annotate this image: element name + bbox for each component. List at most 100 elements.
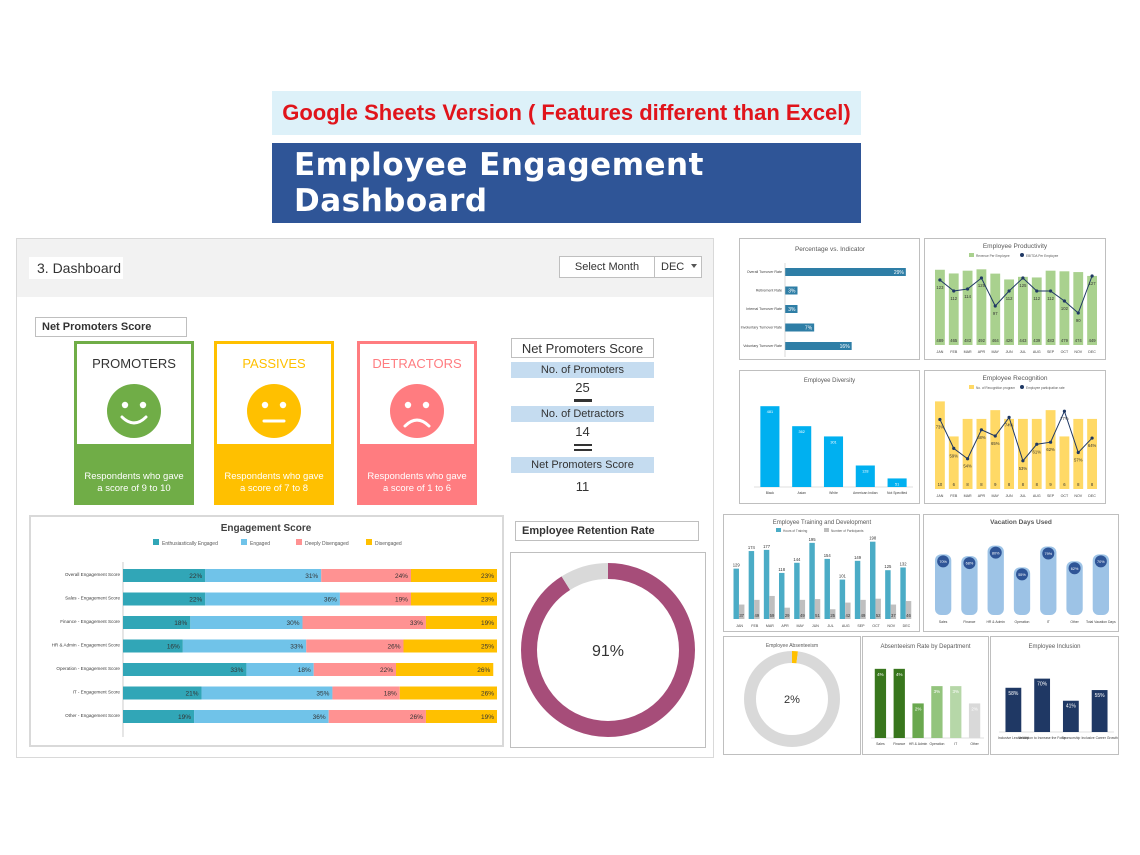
legend-label: Employee participation rate: [1026, 386, 1065, 390]
data-label: 144: [793, 557, 801, 562]
line-point: [1090, 274, 1094, 278]
chart-title: Vacation Days Used: [990, 519, 1052, 526]
bar: [1059, 271, 1070, 345]
bar: [931, 686, 943, 738]
chart-title: Percentage vs. Indicator: [795, 246, 866, 253]
data-label: 42: [846, 613, 851, 618]
data-label: 195: [809, 537, 817, 542]
bar-value-label: 479: [1061, 338, 1069, 343]
data-label: 22%: [380, 667, 393, 674]
face-circle: [390, 384, 444, 438]
bar: [968, 703, 981, 738]
line-point: [965, 287, 970, 291]
bar-segment: [425, 616, 497, 629]
data-label: 70%: [939, 560, 947, 564]
data-label: 177: [763, 544, 771, 549]
nps-card-passives: PASSIVES Respondents who gave a score of …: [214, 341, 334, 505]
bar: [839, 579, 846, 619]
bar: [1062, 700, 1079, 732]
x-tick-label: Sponsorship: [1061, 736, 1080, 740]
x-tick-label: NOV: [887, 624, 895, 628]
bar-value-label: 8: [1091, 482, 1094, 487]
data-label: 132: [900, 561, 908, 566]
category-label: Internal Turnover Rate: [746, 307, 782, 311]
data-label: 25: [830, 613, 835, 618]
nps-card-detractors: DETRACTORS Respondents who gave a score o…: [357, 341, 477, 505]
bar-segment: [399, 686, 497, 700]
data-label: 49: [861, 613, 866, 618]
bar: [893, 668, 905, 738]
bar: [829, 609, 836, 619]
chart-title: Employee Recognition: [982, 375, 1047, 382]
bar: [809, 542, 815, 619]
data-label: 79%: [1044, 552, 1052, 556]
face-mouth: [403, 418, 431, 428]
x-tick-label: JUL: [1020, 494, 1026, 498]
data-label: 4%: [896, 672, 903, 677]
x-tick-label: HR & Admin: [986, 620, 1005, 624]
line-point: [1021, 459, 1025, 463]
diversity-panel: Employee Diversity 481 Black 362 Asian 301 Whi…: [739, 370, 920, 504]
data-label: 33%: [230, 667, 243, 674]
bar-value-label: 8: [980, 482, 983, 487]
line-value-label: 53%: [1019, 466, 1028, 471]
bar-segment: [123, 686, 202, 700]
x-tick-label: FEB: [950, 350, 958, 354]
label-bubble: [963, 557, 976, 570]
dashboard-panel: 3. Dashboard Select Month DEC Net Promot…: [16, 238, 714, 758]
data-label: 25%: [481, 644, 494, 651]
retention-title: Employee Retention Rate: [515, 521, 699, 541]
data-label: 55%: [1018, 573, 1026, 577]
line-value-label: 125: [978, 283, 986, 288]
line-value-label: 112: [950, 296, 957, 301]
absenteeism-dept-chart: Absenteeism Rate by Department 4% Sales 4% F…: [871, 644, 984, 746]
x-tick-label: Sales: [939, 620, 948, 624]
data-label: 22%: [189, 597, 202, 604]
data-label: 55%: [1095, 693, 1106, 699]
data-label: 33%: [290, 644, 303, 651]
line-value-label: 127: [1089, 281, 1097, 286]
bar-segment: [190, 616, 303, 629]
bar-value-label: 9: [994, 482, 997, 487]
face-eye-right: [422, 401, 430, 409]
training-panel: Employee Training and Development Hours o…: [723, 514, 920, 632]
x-tick-label: AUG: [1033, 350, 1041, 354]
data-label: 125: [884, 564, 892, 569]
x-tick-label: FEB: [950, 494, 958, 498]
legend-label: Disengaged: [375, 541, 402, 547]
line-point: [952, 446, 956, 450]
data-label: 51: [815, 613, 820, 618]
month-dropdown[interactable]: DEC: [654, 256, 702, 278]
data-label: 36%: [324, 597, 337, 604]
bar: [1073, 272, 1084, 345]
chart-title: Employee Inclusion: [1028, 644, 1080, 650]
x-tick-label: JAN: [937, 494, 944, 498]
legend-swatch: [969, 253, 974, 257]
equals-icon-bottom: [574, 449, 592, 451]
line-value-label: 59%: [950, 453, 959, 458]
data-label: 128: [862, 469, 868, 473]
bar: [885, 570, 891, 619]
x-tick-label: JUL: [827, 624, 833, 628]
bar: [905, 601, 912, 619]
line-value-label: 65%: [991, 441, 1000, 446]
data-label: 4%: [877, 672, 884, 677]
data-label: 3%: [788, 289, 796, 295]
x-tick-label: JUN: [1006, 494, 1013, 498]
line-point: [952, 289, 956, 293]
line-value-label: 102: [1061, 306, 1069, 311]
x-tick-label: HR & Admin: [909, 742, 928, 746]
happy-face-icon: [107, 384, 161, 438]
legend-label: Hours of Training: [783, 529, 807, 533]
category-label: HR & Admin - Engagement Score: [52, 643, 121, 648]
data-label: 26%: [481, 691, 494, 698]
data-label: 26%: [387, 644, 400, 651]
dashboard-header: 3. Dashboard Select Month DEC: [17, 239, 713, 297]
legend-label: EBITDA Per Employee: [1026, 254, 1058, 258]
bar-segment: [396, 663, 494, 676]
line-value-label: 68%: [977, 435, 986, 440]
x-tick-label: IT: [1047, 620, 1050, 624]
bar-segment: [339, 592, 411, 606]
bar: [1018, 276, 1028, 345]
data-label: 362: [799, 430, 805, 434]
